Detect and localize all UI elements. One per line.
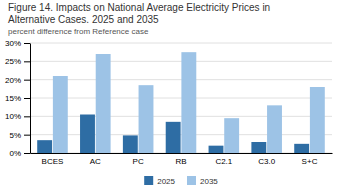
y-tick: 10% [5,112,30,121]
y-tick: 25% [5,57,30,66]
y-tick-label: 5% [9,131,21,140]
bars [37,52,325,153]
x-tick: C3.0 [258,157,275,166]
y-tick-label: 25% [5,57,21,66]
legend-item: 2035 [187,176,218,186]
y-tick-mark [24,116,30,117]
x-tick-label: RB [175,157,186,166]
x-tick-label: BCES [42,157,64,166]
bar [209,146,224,153]
bar [310,87,325,153]
bar [181,52,196,153]
title: Alternative Cases. 2025 and 2035 [8,14,159,25]
grid-line [30,98,332,99]
bar [166,122,181,153]
bar [123,135,138,153]
y-tick: 0% [9,149,30,158]
bar [96,54,111,153]
legend-item: 2025 [144,176,175,186]
y-axis: 0% 5% 10% 15% 20% 25% 30% [5,39,31,158]
y-tick-mark [24,98,30,99]
bar [37,140,52,153]
legend-label: 2025 [157,177,175,186]
y-tick: 5% [9,131,30,140]
y-tick: 20% [5,76,30,85]
x-tick: C2.1 [215,157,232,166]
legend-swatch [187,176,196,185]
plot: 0% 5% 10% 15% 20% 25% 30% BCES AC PC RB C2.1 C3.0 S+C [5,39,333,166]
y-tick-mark [24,80,30,81]
x-tick-label: PC [133,157,144,166]
y-tick: 30% [5,39,30,48]
bar [267,105,282,153]
legend: 2025 2035 [144,176,218,186]
x-axis: BCES AC PC RB C2.1 C3.0 S+C [31,154,333,166]
subtitle: percent difference from Reference case [8,27,149,36]
x-tick-label: AC [90,157,101,166]
y-tick-label: 10% [5,112,21,121]
legend-swatch [144,176,153,185]
grid-line [30,79,332,80]
y-tick-label: 0% [9,149,21,158]
x-tick-label: C3.0 [258,157,275,166]
grid-line [30,116,332,117]
y-axis-line [30,44,31,154]
y-tick: 15% [5,94,30,103]
grid-line [30,153,332,154]
legend-label: 2035 [200,177,218,186]
bar [251,142,266,153]
y-tick-label: 30% [5,39,21,48]
x-axis-line [31,153,333,154]
bar [53,76,68,153]
bar [80,115,95,154]
grid-line [30,43,332,44]
x-tick: PC [133,157,144,166]
x-tick: AC [90,157,101,166]
x-tick: BCES [42,157,64,166]
title: Figure 14. Impacts on National Average E… [8,2,270,13]
y-tick-mark [24,43,30,44]
x-tick-label: C2.1 [215,157,232,166]
y-tick-mark [24,135,30,136]
y-tick-mark [24,61,30,62]
x-tick: S+C [302,157,318,166]
series [53,52,325,153]
grid-line [30,61,332,62]
x-tick-label: S+C [302,157,318,166]
x-tick: RB [175,157,186,166]
bar [224,118,239,153]
grid [30,43,332,153]
y-tick-mark [24,153,30,154]
grid-line [30,134,332,135]
y-tick-label: 20% [5,76,21,85]
y-tick-label: 15% [5,94,21,103]
bar [294,144,309,153]
chart: Figure 14. Impacts on National Average E… [0,0,340,191]
bar [139,85,154,153]
